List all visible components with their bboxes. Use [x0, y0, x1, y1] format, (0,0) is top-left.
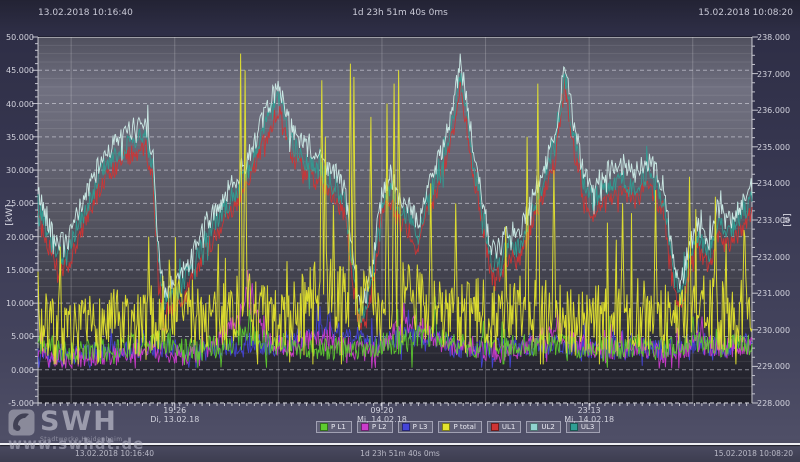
range-duration: 1d 23h 51m 40s 0ms — [352, 8, 448, 18]
y-axis-label: -5.000 — [8, 399, 34, 408]
y-axis-label: 30.000 — [6, 166, 34, 176]
y-axis-label: 229.000 — [757, 362, 791, 372]
legend-label: UL1 — [501, 423, 516, 431]
legend-swatch — [401, 423, 410, 431]
y-axis-label: 0.000 — [11, 365, 34, 375]
trend-chart[interactable] — [32, 36, 758, 410]
legend-swatch — [442, 423, 451, 431]
y-axis-label: 15.000 — [6, 265, 34, 275]
legend-label: P L1 — [331, 423, 346, 431]
legend-label: UL3 — [580, 423, 595, 431]
legend-swatch — [569, 423, 578, 431]
legend-item-ul3[interactable]: UL3 — [565, 421, 601, 433]
x-axis-label: 23:13 Mi, 14.02.18 — [564, 406, 615, 424]
y-axis-label: 231.000 — [757, 289, 791, 299]
y-axis-label: 237.000 — [757, 69, 791, 79]
legend-label: P L3 — [412, 423, 428, 431]
legend-swatch — [490, 423, 499, 431]
legend-label: P total — [453, 423, 476, 431]
legend-item-ul2[interactable]: UL2 — [526, 421, 561, 433]
legend-swatch — [360, 423, 369, 431]
timeline-track[interactable] — [0, 443, 800, 445]
legend-item-p-l3[interactable]: P L3 — [397, 421, 434, 433]
y-axis-label: 45.000 — [6, 66, 34, 76]
range-start-time: 13.02.2018 10:16:40 — [38, 8, 133, 18]
legend-swatch — [320, 423, 328, 431]
y-axis-label: 40.000 — [6, 99, 34, 109]
timeline-duration: 1d 23h 51m 40s 0ms — [360, 449, 440, 458]
legend-item-p-l1[interactable]: P L1 — [316, 421, 352, 433]
legend-item-p-l2[interactable]: P L2 — [356, 421, 393, 433]
legend-label: UL2 — [541, 423, 555, 431]
y-axis-label: 5.000 — [11, 332, 34, 342]
timeline-start-time: 13.02.2018 10:16:40 — [75, 449, 155, 458]
y-axis-label: 233.000 — [757, 216, 791, 225]
y-axis-label: 230.000 — [757, 325, 791, 335]
x-axis-label: 09:20 Mi, 14.02.18 — [357, 406, 407, 424]
company-logo: SWH Stadtwerke Heidenheim — [8, 406, 123, 443]
y-axis-label: 236.000 — [757, 106, 791, 116]
y-axis-label: 238.000 — [757, 33, 791, 42]
timeline-end-time: 15.02.2018 10:08:20 — [713, 449, 793, 458]
chart-legend: P L1 P L2 P L3 P total UL1 UL2 UL3 — [316, 421, 601, 433]
y-axis-label: 234.000 — [757, 179, 791, 189]
y-axis-label: 25.000 — [6, 199, 34, 209]
legend-swatch — [530, 423, 539, 431]
logo-icon — [8, 409, 35, 436]
y-axis-label: 228.000 — [757, 399, 791, 408]
y-axis-label: 235.000 — [757, 142, 791, 152]
logo-subtitle: Stadtwerke Heidenheim — [40, 436, 123, 443]
chart-plot-area[interactable] — [32, 36, 758, 410]
y-axis-label: 10.000 — [6, 299, 34, 309]
legend-label: P L2 — [371, 423, 387, 431]
x-axis-label: 19:26 Di, 13.02.18 — [150, 406, 200, 424]
y-axis-label: 35.000 — [6, 132, 34, 142]
y-axis-label: 232.000 — [757, 252, 791, 262]
legend-item-p-total[interactable]: P total — [438, 421, 482, 433]
watermark-url: www.swhdt.de — [8, 435, 145, 453]
y-axis-label: 50.000 — [6, 33, 34, 42]
y-axis-label: 20.000 — [6, 232, 34, 242]
logo-text: SWH — [40, 406, 118, 437]
legend-item-ul1[interactable]: UL1 — [486, 421, 522, 433]
range-end-time: 15.02.2018 10:08:20 — [698, 8, 793, 18]
